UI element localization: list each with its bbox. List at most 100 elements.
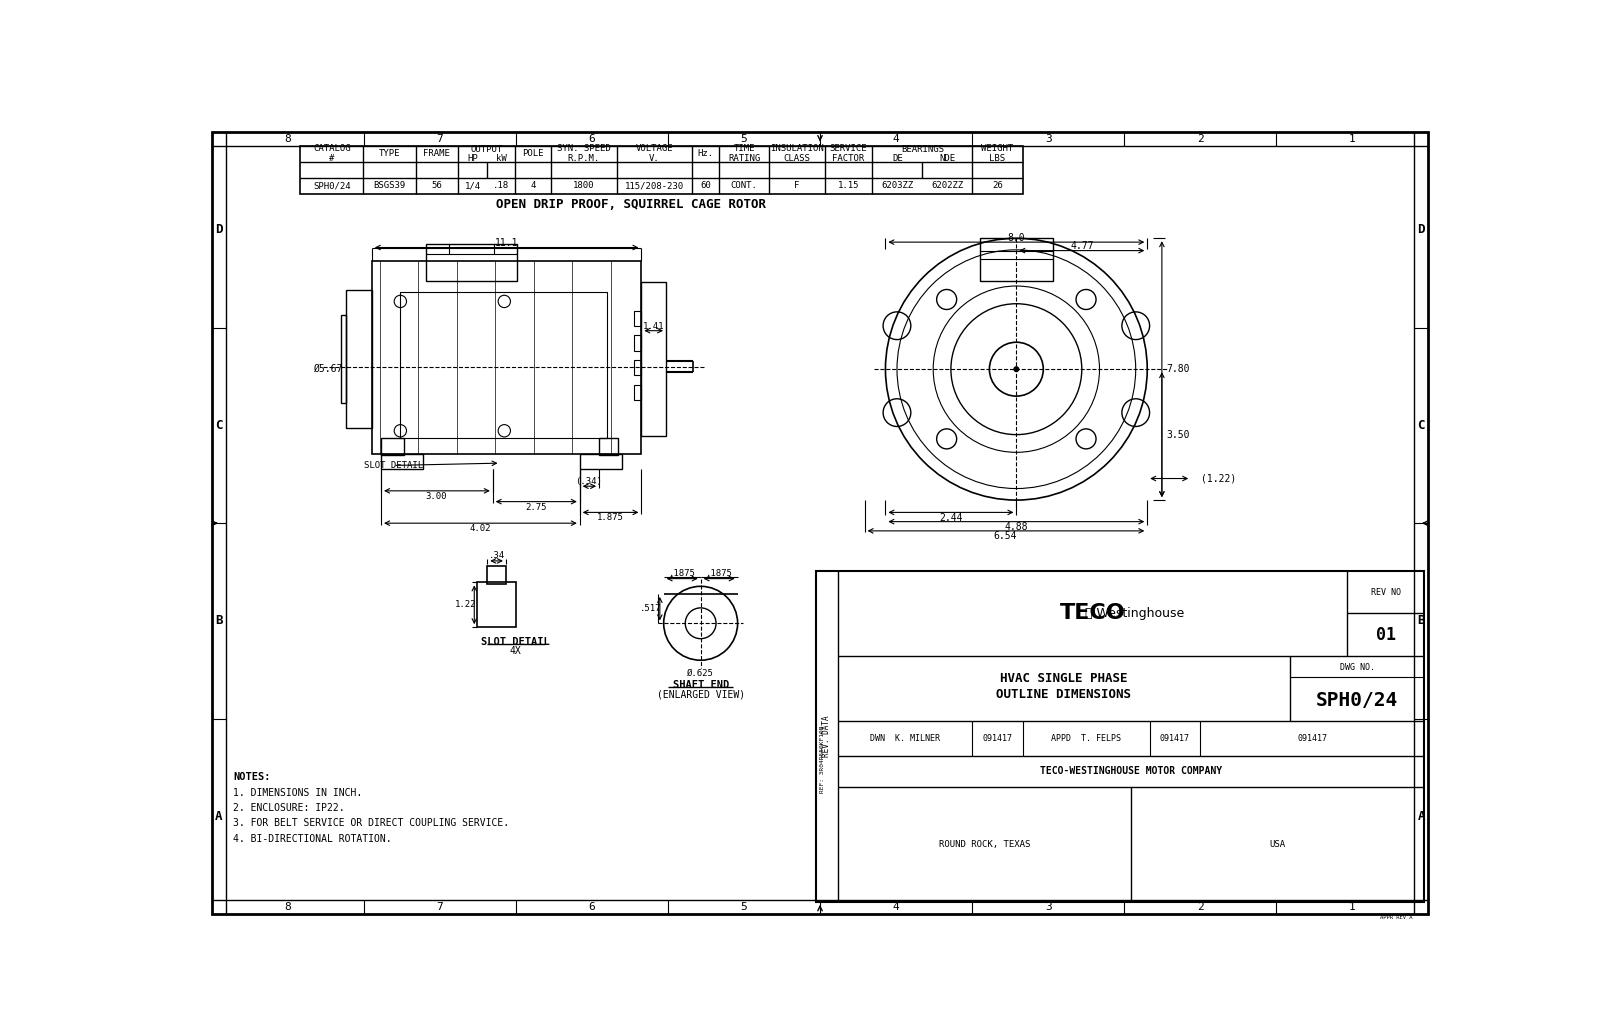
Text: 4: 4 xyxy=(893,902,899,913)
Text: WEIGHT
LBS: WEIGHT LBS xyxy=(981,144,1014,164)
Text: Ø.625: Ø.625 xyxy=(688,669,714,678)
Text: 1: 1 xyxy=(1349,902,1355,913)
Text: INSULATION
CLASS: INSULATION CLASS xyxy=(770,144,824,164)
Text: TECO-WESTINGHOUSE MOTOR COMPANY: TECO-WESTINGHOUSE MOTOR COMPANY xyxy=(1040,766,1222,776)
Text: 11.1: 11.1 xyxy=(494,238,518,248)
Bar xyxy=(579,454,622,469)
Bar xyxy=(477,582,515,627)
Text: 091417: 091417 xyxy=(982,733,1013,743)
Text: SHAFT END: SHAFT END xyxy=(672,680,728,690)
Text: SPH0/24: SPH0/24 xyxy=(314,181,350,191)
Bar xyxy=(426,243,517,281)
Text: 6.54: 6.54 xyxy=(994,531,1018,541)
Text: DE: DE xyxy=(893,153,902,163)
Text: VOLTAGE
V.: VOLTAGE V. xyxy=(635,144,674,164)
Text: REV. DATA: REV. DATA xyxy=(822,716,832,757)
Text: SPH0/24: SPH0/24 xyxy=(1315,691,1398,710)
Text: APPD  T. FELPS: APPD T. FELPS xyxy=(1051,733,1122,743)
Bar xyxy=(598,438,618,456)
Bar xyxy=(301,146,1022,194)
Bar xyxy=(371,261,642,454)
Text: OPEN DRIP PROOF, SQUIRREL CAGE ROTOR: OPEN DRIP PROOF, SQUIRREL CAGE ROTOR xyxy=(496,198,766,211)
Bar xyxy=(816,571,1424,902)
Text: 3.00: 3.00 xyxy=(426,492,448,500)
Text: C: C xyxy=(214,419,222,432)
Text: .34: .34 xyxy=(488,551,504,560)
Text: 8: 8 xyxy=(285,134,291,144)
Text: HP: HP xyxy=(467,153,478,163)
Text: SYN. SPEED
R.P.M.: SYN. SPEED R.P.M. xyxy=(557,144,611,164)
Text: 1.15: 1.15 xyxy=(838,181,859,191)
Text: SLOT DETAIL: SLOT DETAIL xyxy=(365,461,424,470)
Text: Ø5.67: Ø5.67 xyxy=(314,365,342,374)
Text: DWN  K. MILNER: DWN K. MILNER xyxy=(870,733,941,743)
Text: 1800: 1800 xyxy=(573,181,595,191)
Text: POLE: POLE xyxy=(523,149,544,159)
Text: 5: 5 xyxy=(741,134,747,144)
Text: 1.41: 1.41 xyxy=(643,322,664,332)
Bar xyxy=(400,292,606,438)
Text: 2: 2 xyxy=(1197,902,1203,913)
Text: F: F xyxy=(794,181,800,191)
Text: OUTPUT: OUTPUT xyxy=(470,145,502,154)
Text: SLOT DETAIL: SLOT DETAIL xyxy=(482,637,550,646)
Text: 1/4: 1/4 xyxy=(464,181,480,191)
Text: (.34): (.34) xyxy=(576,478,603,486)
Text: Hz.: Hz. xyxy=(698,149,714,159)
Text: 1. DIMENSIONS IN INCH.: 1. DIMENSIONS IN INCH. xyxy=(234,787,363,798)
Text: FRAME: FRAME xyxy=(424,149,450,159)
Text: 8.0: 8.0 xyxy=(1008,232,1026,242)
Text: (1.22): (1.22) xyxy=(1202,473,1237,484)
Text: 1.22: 1.22 xyxy=(454,600,477,609)
Text: BEARINGS: BEARINGS xyxy=(901,145,944,154)
Text: A: A xyxy=(214,810,222,823)
Text: .18: .18 xyxy=(493,181,509,191)
Text: 60: 60 xyxy=(701,181,710,191)
Text: BSGS39: BSGS39 xyxy=(373,181,406,191)
Bar xyxy=(381,438,405,456)
Text: REF: 3R04R550KF10B: REF: 3R04R550KF10B xyxy=(819,726,826,794)
Bar xyxy=(981,238,1053,281)
Text: TYPE: TYPE xyxy=(379,149,400,159)
Text: USA: USA xyxy=(1270,840,1286,848)
Text: 3. FOR BELT SERVICE OR DIRECT COUPLING SERVICE.: 3. FOR BELT SERVICE OR DIRECT COUPLING S… xyxy=(234,818,509,829)
Text: (ENLARGED VIEW): (ENLARGED VIEW) xyxy=(656,690,744,700)
Text: 26: 26 xyxy=(992,181,1003,191)
Text: 4.77: 4.77 xyxy=(1070,241,1093,251)
Text: 4. BI-DIRECTIONAL ROTATION.: 4. BI-DIRECTIONAL ROTATION. xyxy=(234,834,392,844)
Text: A: A xyxy=(1418,810,1426,823)
Text: SERVICE
FACTOR: SERVICE FACTOR xyxy=(830,144,867,164)
Text: 56: 56 xyxy=(432,181,442,191)
Text: 6: 6 xyxy=(589,134,595,144)
Bar xyxy=(634,384,642,400)
Bar xyxy=(634,359,642,375)
Bar xyxy=(642,282,666,436)
Text: DWG NO.: DWG NO. xyxy=(1339,663,1374,671)
Text: ROUND ROCK, TEXAS: ROUND ROCK, TEXAS xyxy=(939,840,1030,848)
Text: Ⓡ Westinghouse: Ⓡ Westinghouse xyxy=(1085,607,1184,620)
Text: 7: 7 xyxy=(437,902,443,913)
Text: OUTLINE DIMENSIONS: OUTLINE DIMENSIONS xyxy=(997,688,1131,700)
Text: kW: kW xyxy=(496,153,507,163)
Text: NDE: NDE xyxy=(939,153,955,163)
Text: 091417: 091417 xyxy=(1298,733,1326,743)
Text: TIME
RATING: TIME RATING xyxy=(728,144,760,164)
Text: 091417: 091417 xyxy=(1160,733,1189,743)
Text: 2: 2 xyxy=(1197,134,1203,144)
Text: D: D xyxy=(214,224,222,236)
Text: 4: 4 xyxy=(531,181,536,191)
Text: 3.50: 3.50 xyxy=(1166,430,1190,439)
Text: 5: 5 xyxy=(741,902,747,913)
Circle shape xyxy=(1014,367,1019,372)
Text: 4.02: 4.02 xyxy=(470,524,491,534)
Text: C: C xyxy=(1418,419,1426,432)
Text: TECO: TECO xyxy=(1059,603,1125,624)
Text: 6203ZZ: 6203ZZ xyxy=(882,181,914,191)
Text: 3: 3 xyxy=(1045,902,1051,913)
Text: 4.88: 4.88 xyxy=(1005,522,1029,533)
Text: B: B xyxy=(1418,614,1426,628)
Text: CONT.: CONT. xyxy=(731,181,757,191)
Text: D: D xyxy=(1418,224,1426,236)
Text: 1.875: 1.875 xyxy=(597,513,624,522)
Text: 4X: 4X xyxy=(510,646,522,656)
